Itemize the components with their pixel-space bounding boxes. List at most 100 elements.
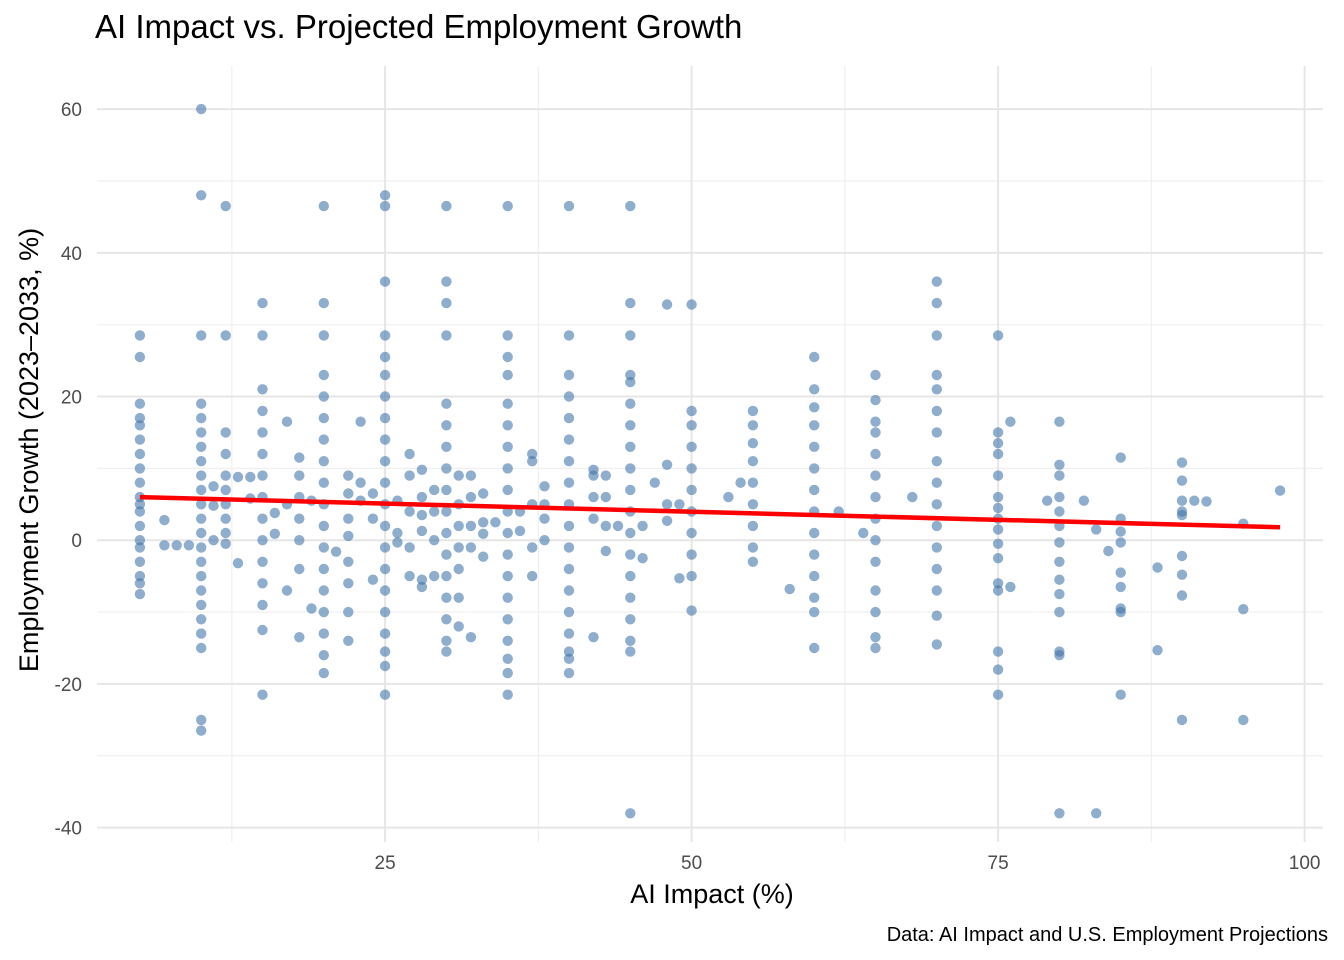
- data-point: [379, 190, 391, 201]
- data-point: [502, 351, 513, 363]
- data-point: [502, 420, 513, 431]
- data-point: [612, 520, 624, 532]
- data-point: [1238, 604, 1249, 615]
- data-point: [478, 528, 489, 539]
- data-point: [563, 606, 575, 618]
- data-point: [539, 513, 550, 524]
- data-point: [196, 527, 207, 539]
- data-point: [257, 384, 268, 395]
- data-point: [196, 441, 207, 452]
- y-axis-tick-labels: -40 -20 0 20 40 60: [55, 100, 82, 840]
- data-point: [747, 542, 759, 553]
- data-point: [625, 592, 636, 603]
- data-point: [196, 398, 207, 409]
- data-point: [686, 527, 697, 539]
- data-point: [502, 570, 513, 582]
- data-point: [931, 563, 942, 575]
- data-point: [1078, 495, 1090, 506]
- y-axis-title: Employment Growth (2023–2033, %): [14, 228, 44, 672]
- data-point: [134, 570, 146, 582]
- data-point: [220, 470, 231, 481]
- data-point: [478, 488, 489, 499]
- data-point: [931, 542, 942, 553]
- data-point: [404, 470, 415, 481]
- data-point: [809, 549, 820, 560]
- data-point: [870, 448, 881, 460]
- data-point: [257, 448, 268, 460]
- data-point: [625, 614, 636, 625]
- data-point: [686, 549, 697, 560]
- data-point: [907, 491, 918, 503]
- data-point: [1054, 574, 1065, 585]
- data-point: [809, 402, 820, 413]
- data-point: [588, 513, 599, 524]
- data-point: [196, 330, 207, 341]
- data-point: [196, 513, 207, 524]
- data-point: [661, 459, 673, 470]
- data-point: [294, 452, 305, 463]
- data-point: [931, 585, 942, 596]
- data-point: [747, 438, 759, 449]
- data-point: [1176, 457, 1188, 468]
- data-point: [196, 412, 207, 424]
- data-point: [1042, 495, 1053, 506]
- x-tick-label: 25: [375, 853, 396, 874]
- data-point: [196, 570, 207, 582]
- data-point: [1054, 808, 1065, 819]
- data-point: [992, 689, 1004, 700]
- data-point: [747, 420, 759, 431]
- data-point: [343, 606, 354, 618]
- data-point: [208, 500, 219, 511]
- data-point: [330, 546, 342, 557]
- data-point: [1005, 416, 1016, 427]
- data-point: [1054, 416, 1065, 427]
- data-point: [625, 398, 636, 409]
- data-point: [992, 470, 1004, 481]
- data-point: [600, 545, 611, 557]
- data-point: [367, 574, 379, 585]
- data-point: [931, 330, 942, 341]
- data-point: [625, 420, 636, 431]
- data-point: [1115, 581, 1126, 593]
- data-point: [134, 535, 146, 546]
- data-point: [257, 297, 268, 309]
- data-point: [674, 573, 685, 584]
- data-point: [318, 477, 329, 488]
- data-point: [931, 405, 942, 417]
- data-point: [196, 456, 207, 467]
- data-point: [441, 463, 452, 474]
- data-point: [1103, 545, 1114, 557]
- data-point: [625, 570, 636, 582]
- data-point: [257, 624, 268, 636]
- data-point: [355, 416, 366, 427]
- data-point: [502, 463, 513, 474]
- minor-gridlines: [97, 66, 1323, 842]
- data-point: [747, 556, 759, 567]
- data-point: [429, 570, 440, 582]
- data-point: [453, 542, 464, 553]
- data-point: [1115, 526, 1126, 537]
- data-point: [1176, 475, 1188, 486]
- data-point: [747, 499, 759, 510]
- data-point: [637, 520, 648, 532]
- data-point: [502, 369, 513, 381]
- data-point: [563, 653, 575, 664]
- data-point: [134, 351, 146, 363]
- data-point: [870, 491, 881, 503]
- data-point: [318, 650, 329, 661]
- data-point: [992, 646, 1004, 657]
- data-point: [134, 412, 146, 424]
- data-point: [196, 642, 207, 654]
- data-point: [318, 585, 329, 596]
- data-point: [588, 470, 599, 481]
- data-point: [992, 438, 1004, 449]
- data-point: [196, 103, 207, 115]
- data-point: [502, 592, 513, 603]
- data-point: [294, 470, 305, 481]
- data-point: [502, 689, 513, 700]
- data-point: [281, 416, 293, 427]
- data-point: [563, 412, 575, 424]
- data-point: [196, 556, 207, 567]
- data-point: [563, 667, 575, 679]
- data-point: [809, 420, 820, 431]
